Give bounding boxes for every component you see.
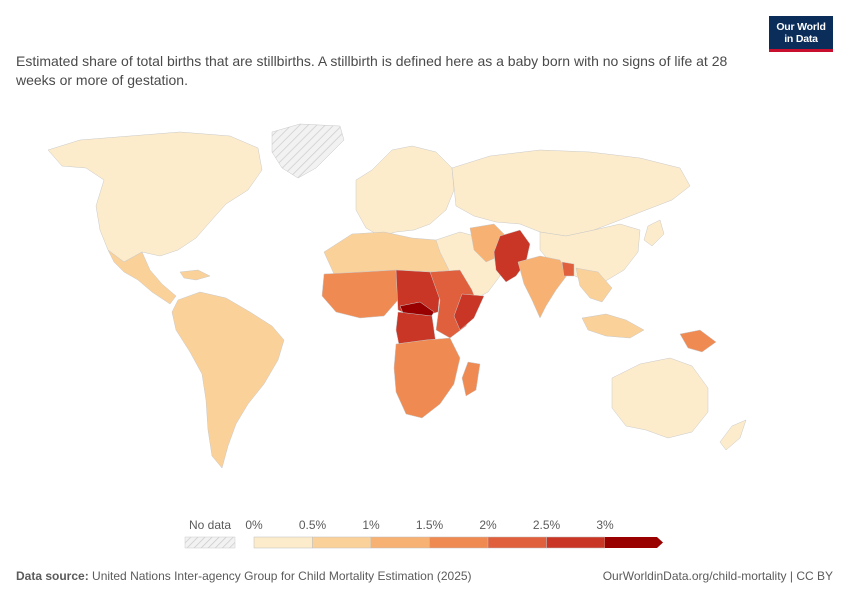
legend-ticks: 0% 0.5% 1% 1.5% 2% 2.5% 3% [245,518,614,532]
legend-tick-label: 2% [479,518,497,532]
region-north-america[interactable] [47,131,263,263]
legend-bin [370,536,430,549]
region-new-zealand[interactable] [719,419,747,451]
legend-tick-label: 0.5% [299,518,327,532]
legend-bin [487,536,547,549]
legend-no-data-label: No data [189,518,231,532]
legend-tick-label: 3% [596,518,614,532]
region-bangladesh[interactable] [561,261,575,277]
legend-bin [546,536,606,549]
data-source: Data source: United Nations Inter-agency… [16,569,472,583]
region-southeast-asia[interactable] [575,267,613,303]
data-source-label: Data source: [16,569,89,583]
owid-logo[interactable]: Our World in Data [769,16,833,52]
region-caribbean[interactable] [179,269,211,281]
legend-bin [429,536,489,549]
region-australia[interactable] [611,357,709,439]
legend-tick-label: 1.5% [416,518,444,532]
legend-tick-label: 2.5% [533,518,561,532]
map-regions [47,123,747,469]
region-north-africa[interactable] [323,231,461,275]
region-south-asia[interactable] [517,255,569,319]
region-greenland[interactable] [271,123,345,179]
region-south-america[interactable] [171,291,285,469]
region-europe[interactable] [355,145,455,237]
legend-no-data-swatch [184,536,236,549]
legend-tick-label: 0% [245,518,263,532]
footer-link[interactable]: OurWorldinData.org/child-mortality | CC … [602,569,833,583]
region-southern-africa[interactable] [393,337,461,419]
region-papua-new-guinea[interactable] [679,329,717,353]
data-source-text: United Nations Inter-agency Group for Ch… [92,569,472,583]
region-japan[interactable] [643,219,665,247]
world-map[interactable] [0,110,850,480]
region-central-america[interactable] [107,249,177,305]
color-legend: No data 0% 0.5% 1% 1.5% 2% 2.5% 3% [184,518,663,549]
legend-bins [253,536,663,549]
logo-line-2: in Data [784,33,818,45]
logo-line-1: Our World [776,21,826,33]
legend-bin [253,536,313,549]
region-west-africa[interactable] [321,269,399,319]
region-madagascar[interactable] [461,361,481,397]
legend-tick-label: 1% [362,518,380,532]
chart-subtitle: Estimated share of total births that are… [16,53,728,88]
legend-bin [312,536,372,549]
legend-bin-open-end [605,537,663,548]
region-horn-of-africa[interactable] [453,293,485,331]
region-indonesia[interactable] [581,313,645,339]
region-russia-central-asia[interactable] [451,149,691,237]
